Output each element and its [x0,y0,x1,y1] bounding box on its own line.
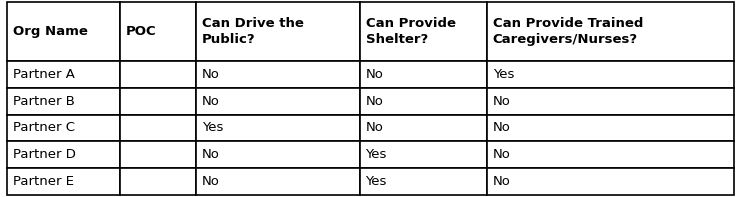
Text: Org Name: Org Name [13,25,88,38]
Text: Can Drive the
Public?: Can Drive the Public? [202,17,304,46]
Bar [487,114,734,141]
Text: No: No [202,95,220,108]
Text: Can Provide Trained
Caregivers/Nurses?: Can Provide Trained Caregivers/Nurses? [493,17,643,46]
Bar [487,61,734,88]
Bar [120,88,196,114]
Text: POC: POC [126,25,156,38]
Bar [120,168,196,195]
Bar [7,114,120,141]
Text: Yes: Yes [365,148,387,161]
Bar [359,114,487,141]
Bar [7,2,120,61]
Bar [196,2,359,61]
Text: Partner D: Partner D [13,148,76,161]
Bar [120,2,196,61]
Bar [7,141,120,168]
Text: No: No [202,175,220,188]
Bar [487,2,734,61]
Bar [359,2,487,61]
Text: Yes: Yes [493,68,514,81]
Text: No: No [365,95,383,108]
Bar [359,168,487,195]
Text: No: No [202,148,220,161]
Bar [7,88,120,114]
Bar [359,141,487,168]
Bar [196,114,359,141]
Text: No: No [493,175,511,188]
Bar [196,168,359,195]
Bar [487,141,734,168]
Text: No: No [493,121,511,134]
Text: Partner A: Partner A [13,68,76,81]
Bar [120,114,196,141]
Text: Can Provide
Shelter?: Can Provide Shelter? [365,17,456,46]
Text: Partner E: Partner E [13,175,74,188]
Bar [196,141,359,168]
Bar [196,61,359,88]
Bar [7,61,120,88]
Bar [487,168,734,195]
Text: No: No [365,68,383,81]
Text: No: No [493,95,511,108]
Bar [359,61,487,88]
Bar [7,168,120,195]
Text: Partner C: Partner C [13,121,76,134]
Bar [487,88,734,114]
Bar [196,88,359,114]
Text: Partner B: Partner B [13,95,76,108]
Text: Yes: Yes [202,121,224,134]
Text: No: No [365,121,383,134]
Bar [120,61,196,88]
Bar [120,141,196,168]
Bar [359,88,487,114]
Text: Yes: Yes [365,175,387,188]
Text: No: No [493,148,511,161]
Text: No: No [202,68,220,81]
